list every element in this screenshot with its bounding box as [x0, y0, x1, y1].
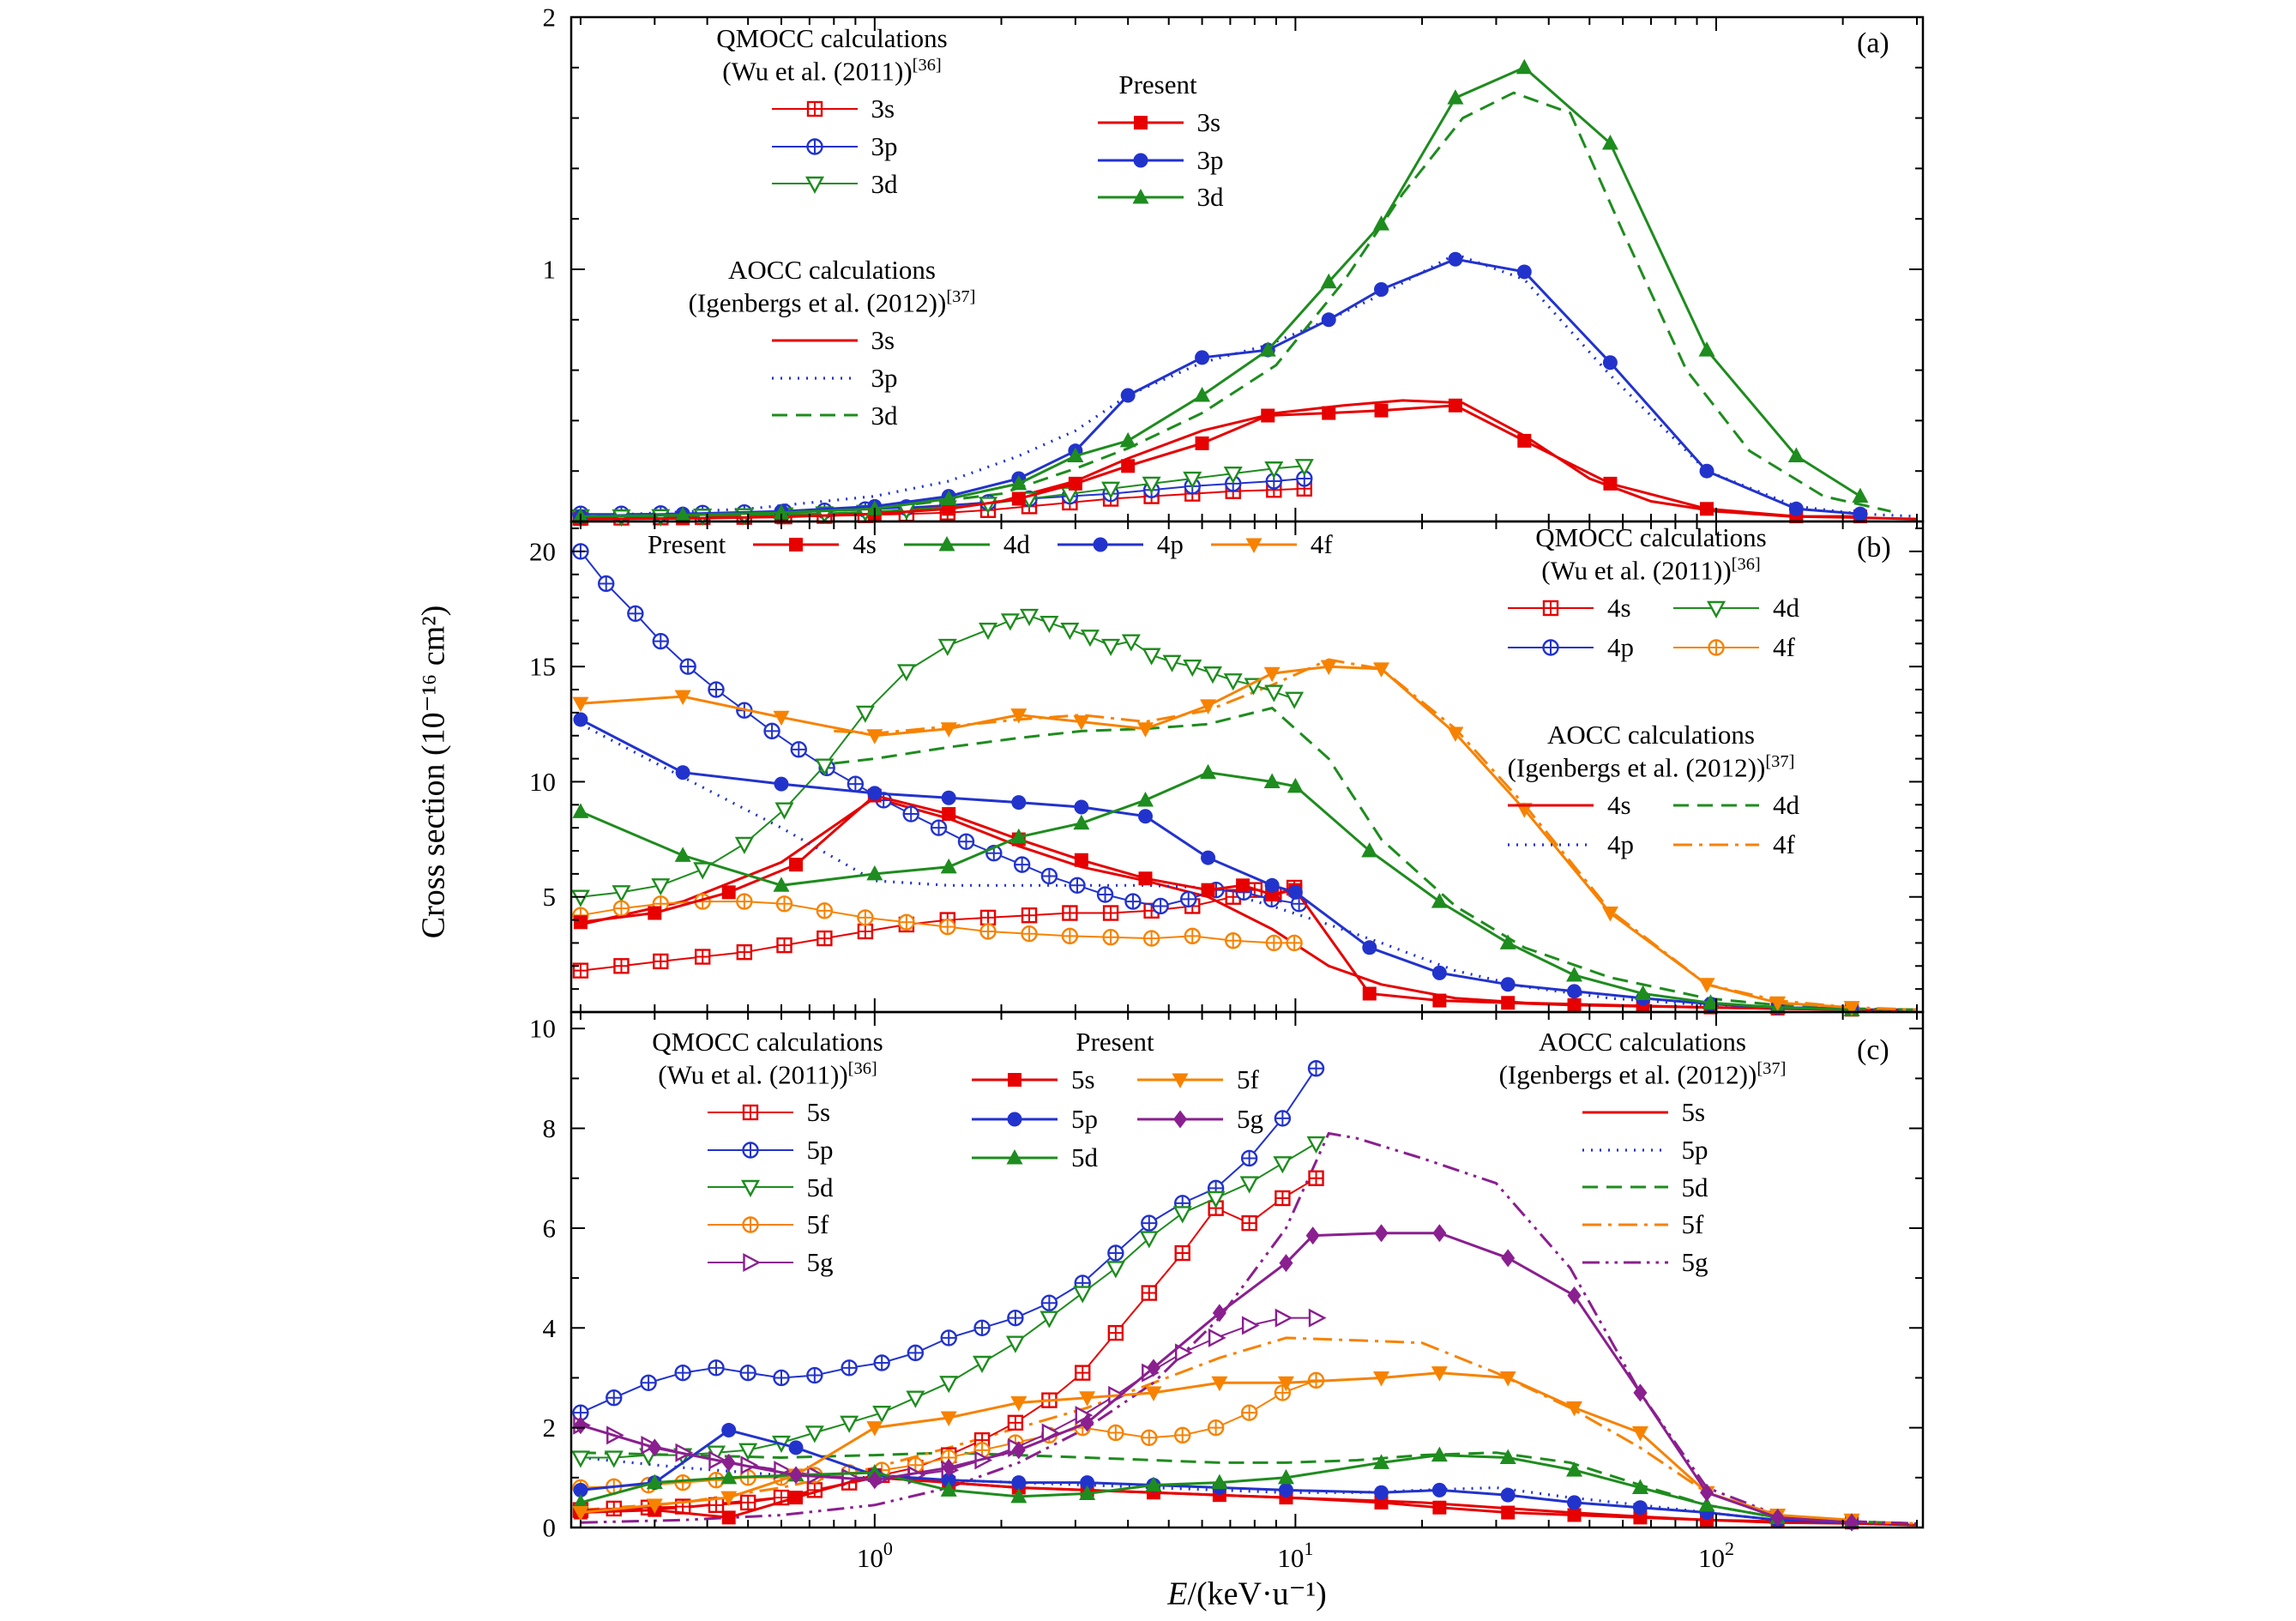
series-c-present-5f [572, 1366, 1860, 1529]
series-b-aocc-4f [834, 658, 1918, 1011]
panel-label-b: (b) [1857, 532, 1891, 563]
y-tick-label-b-10: 10 [529, 767, 556, 797]
y-tick-label-c-10: 10 [529, 1014, 556, 1044]
series-a-aocc-3p [580, 252, 1918, 518]
series-c-qmocc-5d [570, 1136, 1326, 1468]
y-tick-label-a-2: 2 [543, 3, 557, 33]
y-tick-label-b-20: 20 [529, 536, 556, 566]
y-tick-label-b-5: 5 [543, 882, 557, 912]
panel-c-frame [569, 1010, 1925, 1529]
series-b-qmocc-4f [572, 893, 1303, 952]
y-tick-label-c-2: 2 [543, 1413, 557, 1443]
panel-c-series [570, 1060, 1918, 1532]
series-c-aocc-5g [580, 1131, 1918, 1525]
y-tick-label-c-0: 0 [543, 1513, 557, 1543]
x-axis-units: /(keV·u⁻¹) [1187, 1576, 1327, 1612]
series-a-present-3p [573, 251, 1868, 524]
y-tick-label-c-8: 8 [543, 1113, 557, 1143]
series-c-present-5d [572, 1446, 1860, 1528]
panel-a-frame [569, 15, 1925, 523]
series-a-aocc-3s [580, 399, 1918, 521]
series-c-qmocc-5p [572, 1060, 1325, 1421]
panel-label-a: (a) [1857, 27, 1889, 59]
series-a-present-3d [572, 58, 1869, 523]
panel-label-c: (c) [1857, 1034, 1889, 1066]
y-axis-title: Cross section (10⁻¹⁶ cm²) [415, 605, 452, 939]
panel-a-ticks [571, 16, 1923, 521]
y-tick-label-c-6: 6 [543, 1213, 557, 1243]
series-a-aocc-3d [748, 91, 1891, 515]
x-axis-variable: E [1167, 1576, 1188, 1612]
series-b-qmocc-4d [570, 608, 1305, 907]
series-a-present-3s [573, 398, 1867, 527]
y-tick-label-a-1: 1 [543, 255, 557, 285]
series-b-present-4d [572, 763, 1860, 1016]
panel-b-series [570, 543, 1918, 1017]
series-b-aocc-4p [580, 722, 1917, 1011]
series-b-present-4p [573, 712, 1859, 1016]
panel-a-series [570, 58, 1918, 527]
x-axis-title: E/(keV·u⁻¹) [1167, 1575, 1327, 1613]
x-tick-label-101: 101 [1277, 1538, 1313, 1573]
y-tick-label-b-15: 15 [529, 652, 556, 682]
y-tick-label-c-4: 4 [543, 1313, 557, 1343]
x-tick-label-102: 102 [1698, 1538, 1734, 1573]
panel-b-frame [569, 520, 1925, 1014]
series-b-aocc-4d [834, 706, 1918, 1011]
panel-b-ticks [571, 521, 1923, 1012]
x-tick-label-100: 100 [857, 1538, 893, 1573]
panel-c-ticks [571, 1012, 1923, 1528]
series-b-present-4f [572, 660, 1860, 1016]
